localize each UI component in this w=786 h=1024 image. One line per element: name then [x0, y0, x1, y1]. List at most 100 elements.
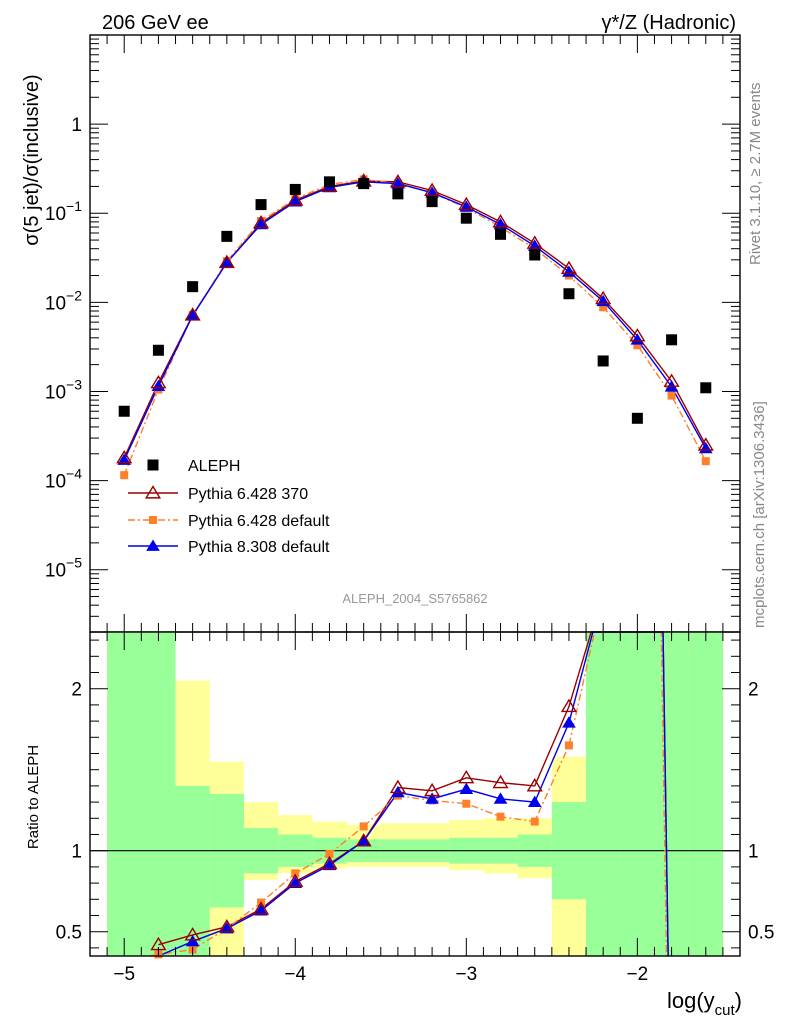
- main-point-py8_default: [254, 217, 268, 230]
- legend-label-aleph: ALEPH: [188, 458, 240, 475]
- main-point-aleph: [426, 196, 438, 208]
- ratio-ytick-label-right: 1: [748, 842, 759, 863]
- analysis-label: ALEPH_2004_S5765862: [342, 591, 487, 606]
- ratio-ytick-label-left: 1: [71, 842, 82, 863]
- main-point-py6_default: [667, 391, 676, 400]
- main-curve-py6_default: [123, 178, 707, 476]
- main-point-aleph: [495, 228, 507, 240]
- ratio-point-py8_default: [356, 834, 371, 846]
- main-point-py6_370: [150, 374, 167, 389]
- energy-label: 206 GeV ee: [102, 12, 209, 34]
- main-axes: 10−5 10−4 10−3 10−2 10−1 1: [45, 35, 741, 633]
- main-point-py6_370: [663, 373, 680, 387]
- ratio-xtick-label: −4: [284, 964, 306, 985]
- process-label: γ*/Z (Hadronic): [602, 12, 736, 34]
- main-point-aleph: [597, 355, 609, 367]
- main-ytick-label: 10−4: [45, 466, 82, 493]
- ratio-point-py6_370: [560, 698, 578, 713]
- ratio-point-py8_default: [288, 876, 303, 888]
- main-point-py6_370: [287, 192, 304, 206]
- ratio-point-py6_370: [389, 779, 406, 794]
- ratio-ytick-label-right: 2: [748, 680, 759, 701]
- ratio-point-py6_370: [526, 778, 543, 792]
- ratio-axes: 0.5 0.5 1 1 2 2 −5 −4 −3 −2: [56, 632, 774, 985]
- ratio-ytick-label-left: 2: [71, 680, 82, 701]
- main-point-aleph: [187, 281, 199, 293]
- ratio-point-py8_default: [185, 934, 200, 947]
- main-ytick-label: 10−3: [45, 376, 82, 403]
- legend-marker-py6_370: [144, 485, 162, 499]
- main-ytick-label: 10−5: [45, 555, 82, 582]
- main-point-py6_default: [633, 341, 642, 350]
- legend: ALEPH Pythia 6.428 370 Pythia 6.428 defaul…: [128, 458, 330, 556]
- ratio-point-py6_default: [291, 869, 300, 878]
- main-point-py6_370: [252, 214, 270, 229]
- main-point-py6_default: [599, 303, 608, 312]
- ratio-band-inner: [175, 785, 210, 956]
- main-point-py8_default: [220, 256, 234, 268]
- ratio-point-py8_default: [220, 921, 234, 934]
- ratio-band-inner: [586, 632, 621, 956]
- ratio-point-py6_370: [184, 927, 201, 941]
- ratio-ylabel: Ratio to ALEPH: [25, 745, 42, 849]
- main-curve-py8_default: [123, 181, 707, 461]
- main-point-aleph: [358, 178, 370, 190]
- main-point-aleph: [221, 230, 233, 242]
- ratio-point-py8_default: [459, 782, 474, 795]
- ratio-point-py6_370: [252, 901, 270, 915]
- main-point-aleph: [392, 188, 404, 200]
- ratio-bands: [107, 632, 723, 956]
- main-point-aleph: [700, 382, 712, 394]
- ratio-point-py8_default: [562, 716, 576, 728]
- main-point-aleph: [255, 199, 267, 211]
- main-point-py8_default: [630, 333, 645, 345]
- main-point-py6_370: [389, 173, 406, 188]
- ratio-point-py6_default: [530, 817, 539, 826]
- main-ylabel: σ(5 jet)/σ(inclusive): [21, 74, 43, 245]
- main-ytick-label: 10−1: [45, 198, 82, 225]
- ratio-xtick-label: −2: [627, 964, 649, 985]
- main-point-py6_370: [697, 437, 714, 451]
- ratio-band-inner: [107, 632, 142, 956]
- main-point-aleph: [666, 334, 678, 346]
- legend-label-py6_default: Pythia 6.428 default: [188, 513, 330, 530]
- main-ytick-label: 10−2: [45, 287, 82, 314]
- main-point-py6_370: [458, 196, 475, 211]
- main-point-py6_370: [184, 307, 201, 321]
- main-point-aleph: [460, 212, 472, 224]
- ratio-band-inner: [620, 632, 655, 956]
- main-panel: 10−5 10−4 10−3 10−2 10−1 1 206 GeV ee γ*/Z (H…: [21, 12, 741, 633]
- ratio-curve-py6_370: [158, 631, 669, 957]
- main-point-py6_default: [701, 457, 710, 466]
- ratio-point-py6_370: [458, 769, 475, 784]
- legend-marker-aleph: [147, 459, 159, 471]
- ratio-point-py6_default: [359, 822, 368, 831]
- ratio-point-py8_default: [322, 858, 337, 871]
- main-point-aleph: [118, 405, 130, 417]
- ratio-point-py6_370: [218, 918, 235, 933]
- main-point-py6_370: [218, 254, 235, 269]
- main-point-py6_370: [560, 260, 578, 275]
- main-markers: [116, 173, 714, 480]
- ratio-ytick-label-right: 0.5: [748, 923, 774, 944]
- main-point-py6_370: [492, 214, 509, 228]
- ratio-xlabel: log(ycut): [667, 988, 742, 1019]
- main-point-aleph: [152, 344, 164, 356]
- ratio-point-py6_default: [325, 849, 334, 858]
- ratio-band-inner: [688, 632, 723, 956]
- main-point-aleph: [289, 183, 301, 195]
- ratio-point-py6_default: [496, 812, 505, 821]
- ratio-point-py6_370: [321, 855, 338, 870]
- main-ytick-label: 1: [71, 115, 82, 136]
- main-point-aleph: [631, 412, 643, 424]
- ratio-point-py6_370: [355, 833, 372, 847]
- ratio-ytick-label-left: 0.5: [56, 923, 82, 944]
- ratio-band-inner: [141, 632, 176, 956]
- ratio-xtick-label: −5: [113, 964, 135, 985]
- ratio-band-inner: [654, 632, 689, 956]
- legend-marker-py6_default: [149, 516, 157, 524]
- main-point-py6_370: [629, 328, 646, 342]
- mcplots-label: mcplots.cern.ch [arXiv:1306.3436]: [751, 401, 768, 628]
- ratio-point-py6_default: [462, 799, 471, 808]
